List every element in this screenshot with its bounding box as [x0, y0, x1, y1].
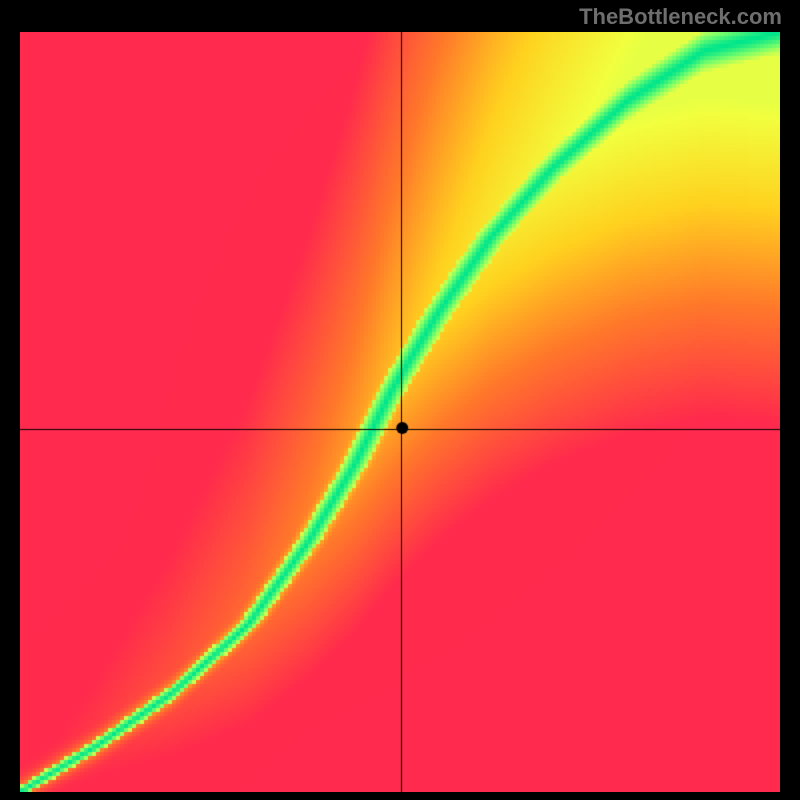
- heatmap-frame: [20, 32, 780, 792]
- watermark-text: TheBottleneck.com: [579, 4, 782, 30]
- bottleneck-heatmap: [20, 32, 780, 792]
- chart-container: TheBottleneck.com: [0, 0, 800, 800]
